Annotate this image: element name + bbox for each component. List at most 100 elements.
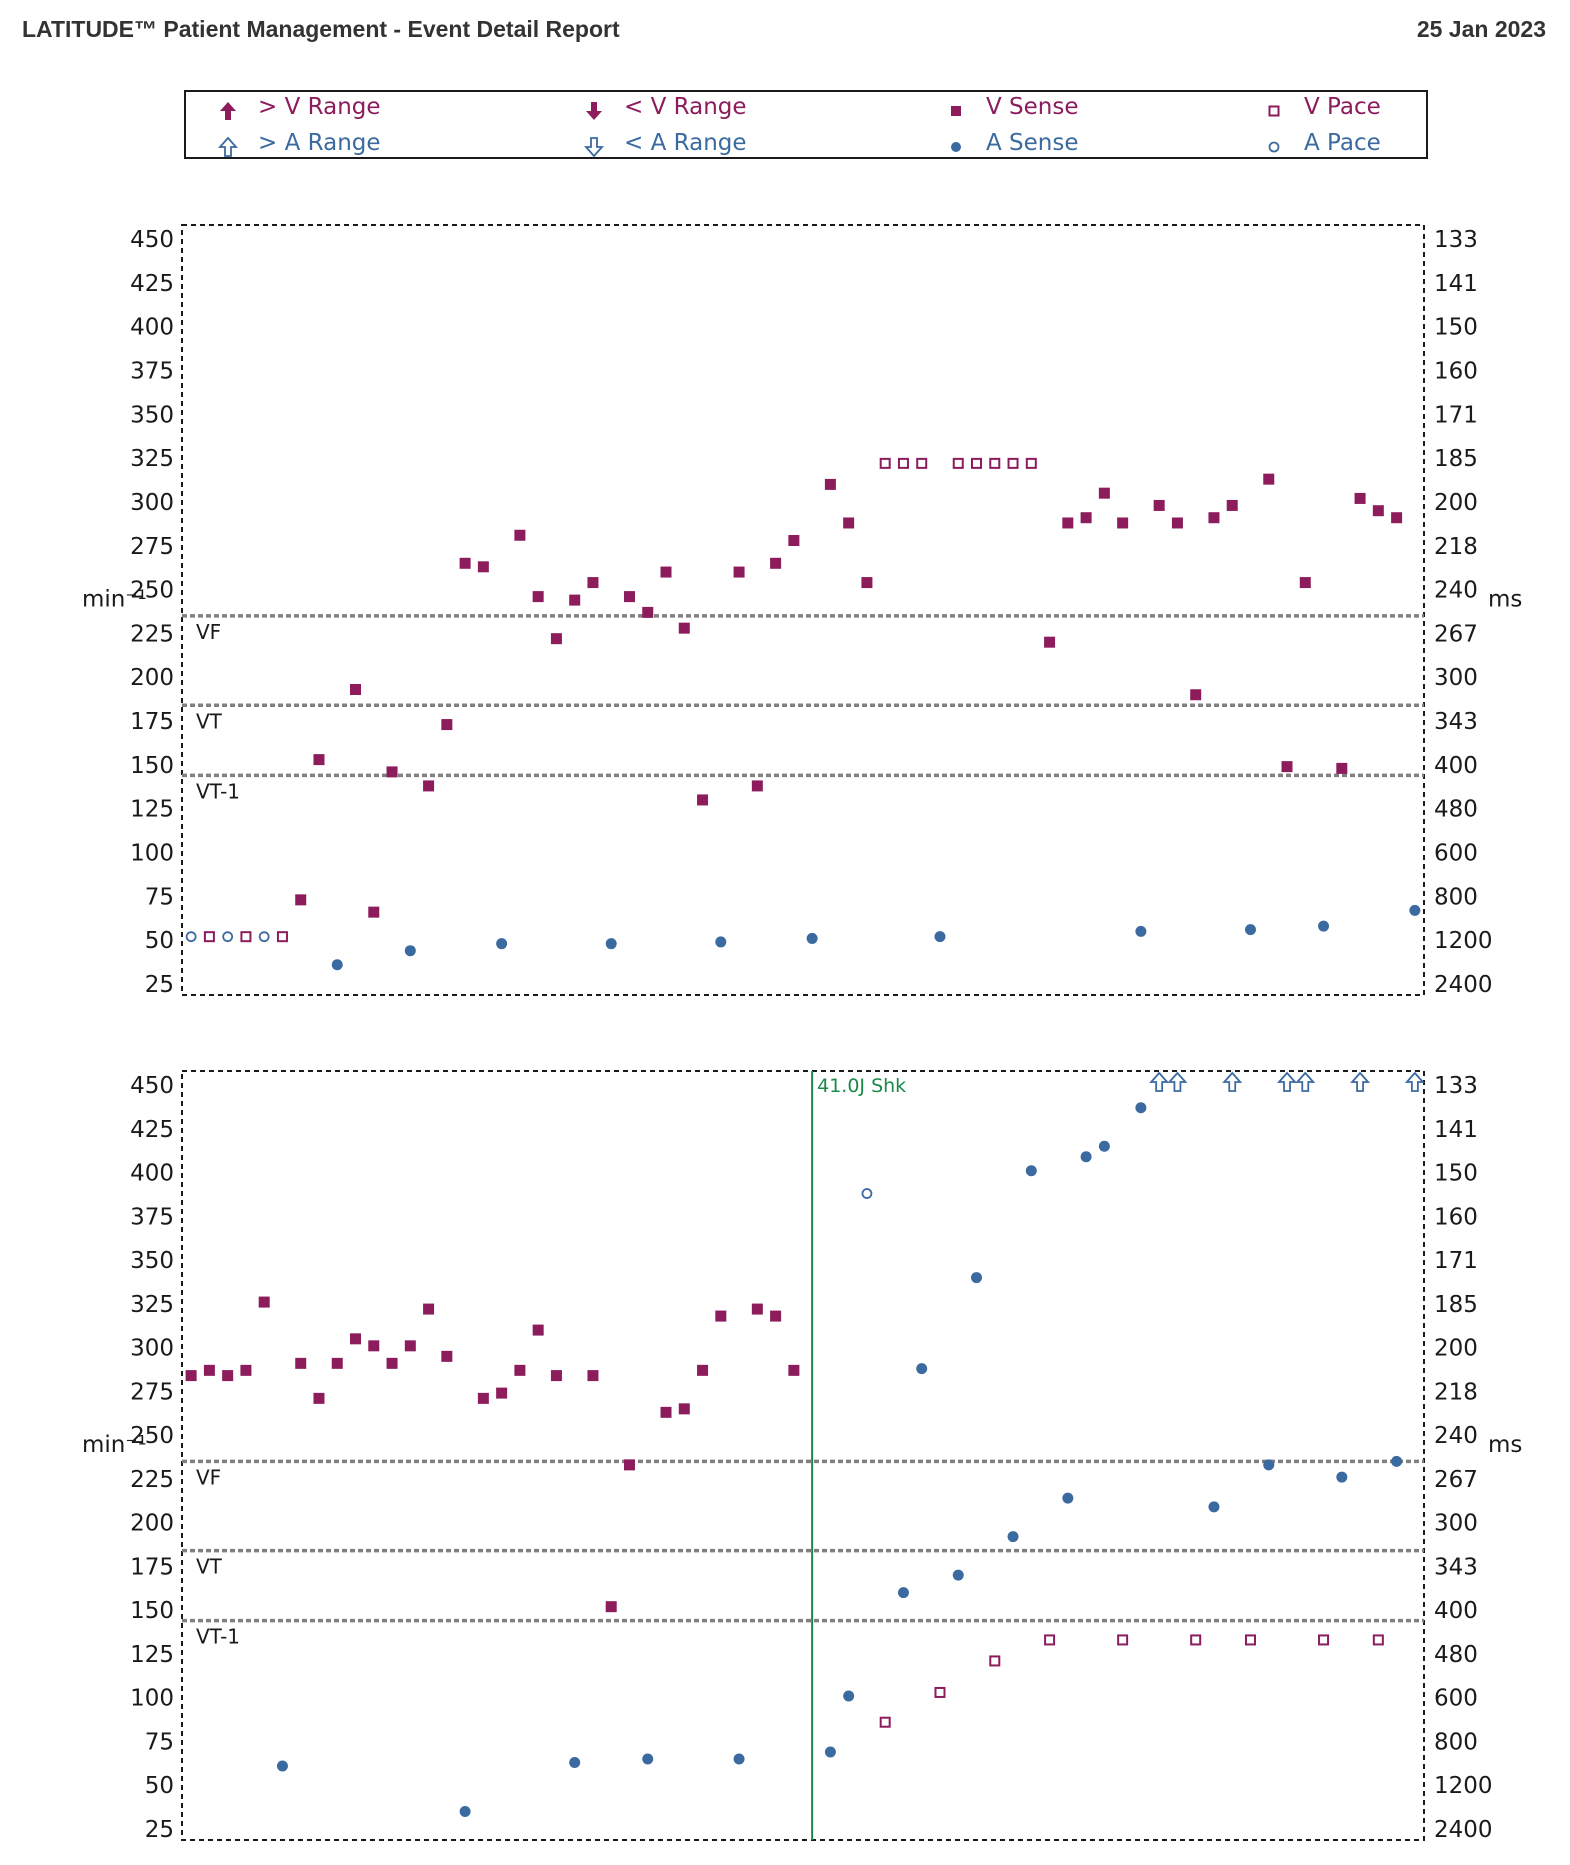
bottom-tick-left: 225 [130, 1467, 174, 1493]
bottom-v-sense-point [751, 1303, 763, 1315]
top-v-sense-point [861, 577, 873, 589]
bottom-v-sense-point [203, 1364, 215, 1376]
top-v-sense-point [295, 894, 307, 906]
filled-up-arrow-icon [218, 100, 238, 128]
legend-label: V Sense [986, 94, 1079, 120]
bottom-v-sense-point [386, 1357, 398, 1369]
top-tick-right: 343 [1434, 709, 1478, 735]
bottom-a-sense-point [843, 1690, 855, 1702]
top-tick-right: 141 [1434, 271, 1478, 297]
bottom-tick-left: 200 [130, 1511, 174, 1537]
top-plot-frame [181, 224, 1425, 996]
top-a-sense-point [404, 945, 416, 957]
top-v-sense-point [660, 566, 672, 578]
top-ylabel-left: min⁻¹ [82, 587, 147, 613]
legend-label: < A Range [624, 130, 747, 156]
bottom-v-sense-point [222, 1370, 234, 1382]
top-tick-left: 150 [130, 753, 174, 779]
top-v-sense-point [1062, 517, 1074, 529]
top-a-pace-point [222, 931, 234, 943]
bottom-v-sense-point [331, 1357, 343, 1369]
top-v-sense-point [1153, 499, 1165, 511]
bottom-tick-right: 200 [1434, 1336, 1478, 1362]
top-v-sense-point [569, 594, 581, 606]
bottom-tick-right: 300 [1434, 1511, 1478, 1537]
legend-label: < V Range [624, 94, 747, 120]
bottom-v-sense-point [623, 1459, 635, 1471]
top-ylabel-right: ms [1488, 587, 1522, 613]
filled-square-icon [946, 100, 966, 128]
top-v-sense-point [1226, 499, 1238, 511]
top-tick-right: 200 [1434, 490, 1478, 516]
top-v-sense-point [532, 591, 544, 603]
top-v-sense-point [423, 780, 435, 792]
bottom-tick-left: 150 [130, 1598, 174, 1624]
report-date: 25 Jan 2023 [1416, 16, 1546, 42]
top-tick-right: 300 [1434, 665, 1478, 691]
legend-label: V Pace [1304, 94, 1381, 120]
top-zone-label: VT [196, 709, 223, 733]
bottom-v-sense-point [404, 1340, 416, 1352]
top-tick-left: 275 [130, 534, 174, 560]
top-v-sense-point [824, 478, 836, 490]
top-v-sense-point [770, 557, 782, 569]
open-down-arrow-icon [583, 136, 605, 164]
top-v-pace-point [203, 931, 215, 943]
top-v-sense-point [788, 535, 800, 547]
bottom-tick-right: 343 [1434, 1554, 1478, 1580]
top-tick-right: 171 [1434, 402, 1478, 428]
top-tick-right: 800 [1434, 884, 1478, 910]
bottom-v-sense-point [496, 1387, 508, 1399]
top-tick-right: 400 [1434, 753, 1478, 779]
bottom-tick-right: 185 [1434, 1292, 1478, 1318]
bottom-tick-right: 133 [1434, 1073, 1478, 1099]
bottom-tick-left: 350 [130, 1248, 174, 1274]
top-a-sense-point [806, 932, 818, 944]
top-v-pace-point [897, 457, 909, 469]
bottom-a-sense-point [1208, 1501, 1220, 1513]
bottom-a-sense-point [569, 1756, 581, 1768]
bottom-v-sense-point [295, 1357, 307, 1369]
bottom-a-sense-point [1336, 1471, 1348, 1483]
open-up-arrow-icon [217, 136, 239, 164]
bottom-a-sense-point [1025, 1165, 1037, 1177]
legend-label: > V Range [258, 94, 381, 120]
bottom-v-sense-point [660, 1406, 672, 1418]
top-tick-right: 150 [1434, 315, 1478, 341]
top-tick-left: 200 [130, 665, 174, 691]
filled-circle-icon [946, 136, 966, 164]
bottom-ylabel-left: min⁻¹ [82, 1432, 147, 1458]
bottom-v-pace-point [879, 1716, 891, 1728]
top-v-sense-point [751, 780, 763, 792]
bottom-v-pace-point [989, 1655, 1001, 1667]
top-tick-right: 480 [1434, 797, 1478, 823]
top-tick-right: 160 [1434, 358, 1478, 384]
top-v-pace-point [916, 457, 928, 469]
top-a-sense-point [934, 931, 946, 943]
top-v-sense-point [587, 577, 599, 589]
bottom-v-pace-point [1044, 1634, 1056, 1646]
top-v-sense-point [1372, 505, 1384, 517]
top-v-sense-point [1044, 636, 1056, 648]
bottom-tick-left: 175 [130, 1554, 174, 1580]
top-a-sense-point [1318, 920, 1330, 932]
bottom-a-sense-point [897, 1587, 909, 1599]
bottom-tick-left: 325 [130, 1292, 174, 1318]
bottom-v-sense-point [605, 1601, 617, 1613]
bottom-v-sense-point [532, 1324, 544, 1336]
bottom-tick-left: 125 [130, 1642, 174, 1668]
top-v-pace-point [952, 457, 964, 469]
top-zone-label: VT-1 [196, 779, 240, 803]
bottom-zone-label: VT [196, 1555, 223, 1579]
bottom-tick-left: 100 [130, 1686, 174, 1712]
top-v-sense-point [1281, 761, 1293, 773]
bottom-tick-right: 141 [1434, 1117, 1478, 1143]
top-tick-right: 185 [1434, 446, 1478, 472]
bottom-a-sense-point [276, 1760, 288, 1772]
top-v-pace-point [879, 457, 891, 469]
bottom-tick-right: 1200 [1434, 1773, 1493, 1799]
bottom-a-high-marker [1277, 1071, 1298, 1092]
report-title: LATITUDE™ Patient Management - Event Det… [22, 16, 620, 42]
top-v-sense-point [1171, 517, 1183, 529]
